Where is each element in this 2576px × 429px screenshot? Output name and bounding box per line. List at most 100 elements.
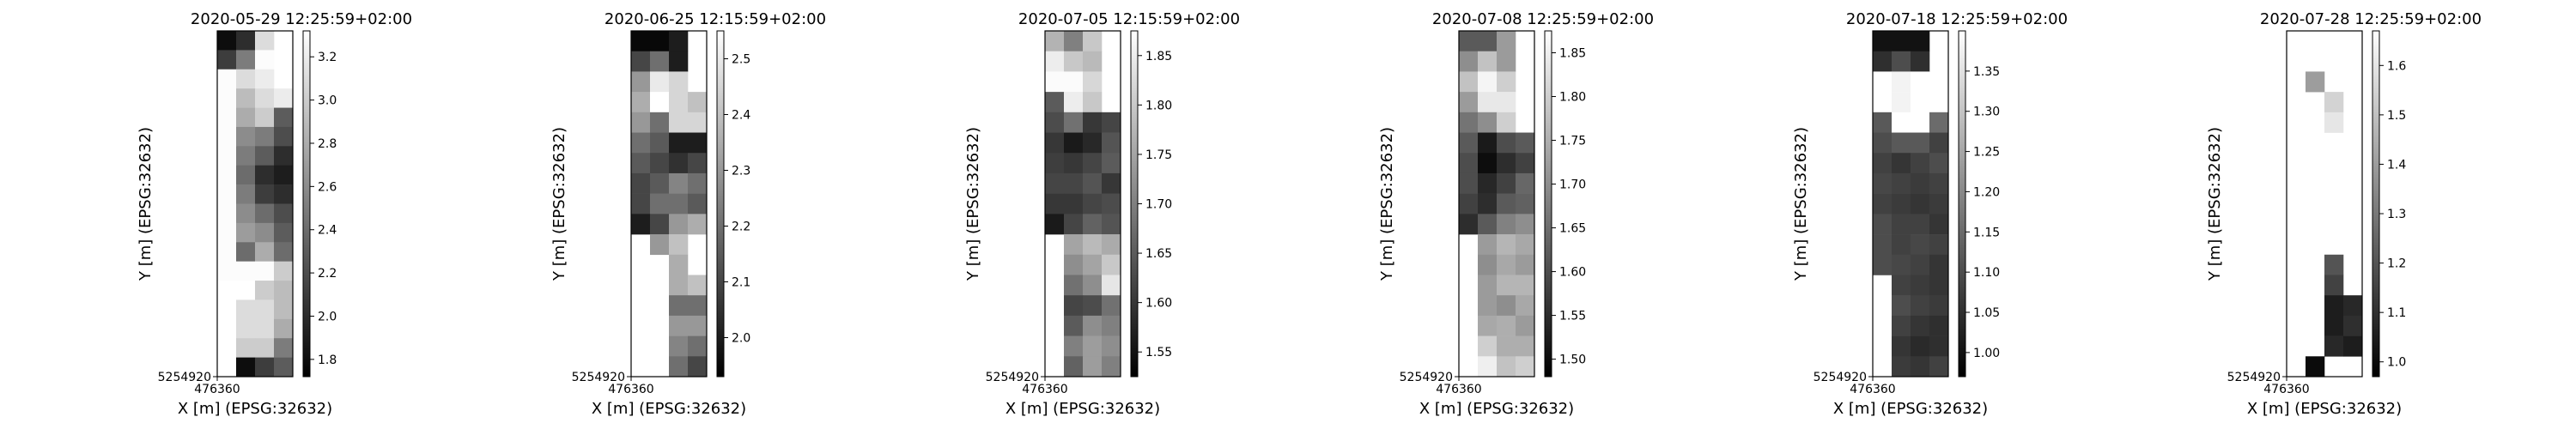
- colorbar-tick-label: 3.0: [318, 94, 337, 108]
- heatmap-cell: [669, 51, 689, 72]
- heatmap-cell: [631, 71, 651, 93]
- heatmap-cell: [1497, 112, 1516, 133]
- heatmap-cell: [1478, 214, 1498, 235]
- heatmap-cell: [1083, 112, 1103, 133]
- heatmap-cell: [236, 146, 256, 166]
- heatmap-cell: [688, 315, 708, 336]
- heatmap-cell: [1497, 214, 1516, 235]
- heatmap-cell: [1064, 51, 1084, 72]
- heatmap-cell: [1497, 71, 1516, 93]
- heatmap-cells: [631, 31, 708, 378]
- heatmap-cell: [255, 126, 275, 147]
- heatmap-cell: [217, 242, 237, 262]
- heatmap-cell: [1064, 193, 1084, 214]
- y-tick-label: 5254920: [1400, 371, 1453, 384]
- heatmap-cell: [669, 92, 689, 113]
- heatmap-cell: [236, 338, 256, 358]
- heatmap-cell: [1497, 132, 1516, 154]
- heatmap-cell: [1083, 214, 1103, 235]
- heatmap-cell: [1102, 275, 1121, 296]
- colorbar: [1130, 30, 1139, 378]
- heatmap-cell: [1459, 193, 1479, 214]
- heatmap-cell: [236, 184, 256, 204]
- heatmap-cell: [217, 261, 237, 281]
- panel-title: 2020-07-05 12:15:59+02:00: [1018, 10, 1240, 28]
- heatmap-cell: [217, 222, 237, 243]
- heatmap-cell: [1929, 275, 1949, 296]
- heatmap-cell: [1045, 71, 1065, 93]
- colorbar-tick-label: 1.25: [1973, 146, 2000, 160]
- y-tick-label: 5254920: [2227, 371, 2281, 384]
- heatmap-cell: [1911, 295, 1930, 317]
- heatmap-cell: [274, 299, 294, 320]
- heatmap-cell: [1911, 71, 1930, 93]
- heatmap-cell: [217, 31, 237, 51]
- heatmap-cell: [688, 356, 708, 378]
- heatmap-cell: [1497, 295, 1516, 317]
- heatmap-cells: [2306, 71, 2363, 378]
- heatmap-cell: [1873, 234, 1893, 256]
- heatmap-cell: [631, 214, 651, 235]
- heatmap-cell: [1459, 112, 1479, 133]
- heatmap-cell: [1892, 335, 1911, 357]
- heatmap-cell: [1478, 92, 1498, 113]
- colorbar-tick-label: 2.5: [732, 53, 750, 67]
- heatmap-cell: [255, 261, 275, 281]
- heatmap-cell: [1929, 254, 1949, 275]
- heatmap-cell: [255, 222, 275, 243]
- heatmap-cell: [1497, 356, 1516, 378]
- heatmap-cell: [274, 184, 294, 204]
- heatmap-cell: [1083, 315, 1103, 336]
- heatmap-cell: [1873, 31, 1893, 52]
- heatmap-cell: [1911, 335, 1930, 357]
- heatmap-cell: [1045, 132, 1065, 154]
- x-axis-label: X [m] (EPSG:32632): [1419, 400, 1574, 418]
- colorbar: [716, 30, 725, 378]
- heatmap-cell: [274, 338, 294, 358]
- heatmap-cell: [688, 153, 708, 174]
- heatmap-cell: [669, 295, 689, 317]
- heatmap-cell: [2324, 275, 2344, 296]
- heatmap-cell: [1873, 112, 1893, 133]
- heatmap-cell: [1045, 172, 1065, 194]
- heatmap-cell: [1064, 112, 1084, 133]
- heatmap-cell: [1459, 71, 1479, 93]
- heatmap-cell: [669, 193, 689, 214]
- colorbar-tick-label: 1.65: [1145, 247, 1172, 261]
- heatmap-cell: [1516, 295, 1535, 317]
- heatmap-cell: [1516, 214, 1535, 235]
- heatmap-cells: [1459, 31, 1535, 378]
- heatmap-cell: [1516, 356, 1535, 378]
- heatmap-cell: [1083, 295, 1103, 317]
- heatmap-cell: [650, 214, 670, 235]
- heatmap-cell: [1102, 172, 1121, 194]
- colorbar-tick-label: 2.2: [318, 267, 337, 281]
- heatmap-cell: [274, 357, 294, 378]
- heatmap-cell: [688, 112, 708, 133]
- heatmap-cell: [255, 69, 275, 89]
- plot-frame: [2286, 30, 2363, 378]
- heatmap-cell: [1064, 356, 1084, 378]
- heatmap-cell: [255, 281, 275, 300]
- colorbar-tick-label: 2.4: [318, 224, 337, 238]
- colorbar-tick-label: 1.00: [1973, 347, 2000, 360]
- colorbar-tick-label: 3.2: [318, 51, 337, 64]
- heatmap-cell: [1064, 315, 1084, 336]
- heatmap-cell: [1516, 132, 1535, 154]
- heatmap-cell: [217, 50, 237, 70]
- heatmap-cell: [688, 172, 708, 194]
- colorbar: [302, 30, 311, 378]
- heatmap-cells: [1873, 31, 1949, 378]
- heatmap-cell: [669, 132, 689, 154]
- x-tick-label: 476360: [1850, 383, 1895, 396]
- heatmap-cell: [1102, 153, 1121, 174]
- colorbar-tick-label: 1.85: [1559, 47, 1586, 61]
- heatmap-cell: [2306, 71, 2325, 93]
- colorbar-tick-label: 1.1: [2387, 306, 2406, 320]
- heatmap-cell: [217, 165, 237, 185]
- heatmap-cell: [688, 214, 708, 235]
- y-axis-label: Y [m] (EPSG:32632): [137, 127, 155, 281]
- colorbar-tick-label: 2.8: [318, 137, 337, 151]
- heatmap-cell: [688, 295, 708, 317]
- colorbar-tick-label: 2.1: [732, 276, 750, 290]
